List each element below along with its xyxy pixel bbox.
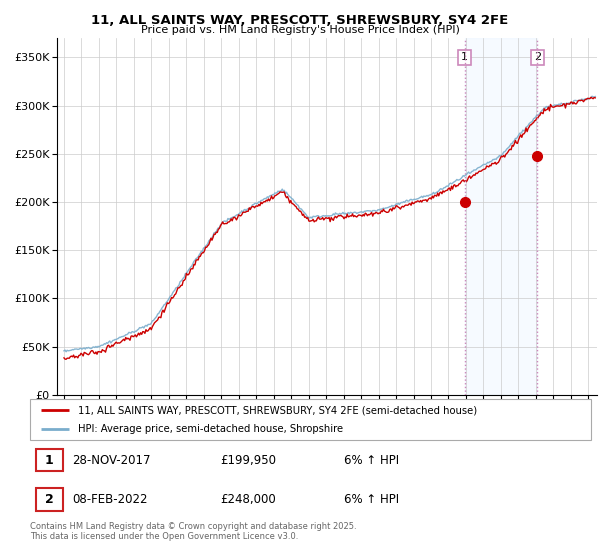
Bar [464,38,537,395]
Bar [35,449,62,472]
Text: 11, ALL SAINTS WAY, PRESCOTT, SHREWSBURY, SY4 2FE: 11, ALL SAINTS WAY, PRESCOTT, SHREWSBURY… [91,14,509,27]
Text: £248,000: £248,000 [221,493,277,506]
Text: 6% ↑ HPI: 6% ↑ HPI [344,454,399,467]
Text: 2: 2 [533,53,541,62]
Text: Price paid vs. HM Land Registry's House Price Index (HPI): Price paid vs. HM Land Registry's House … [140,25,460,35]
Text: 1: 1 [44,454,53,467]
Text: 2: 2 [44,493,53,506]
Text: £199,950: £199,950 [221,454,277,467]
Bar [35,488,62,511]
Text: 6% ↑ HPI: 6% ↑ HPI [344,493,399,506]
Text: 08-FEB-2022: 08-FEB-2022 [72,493,148,506]
Text: 28-NOV-2017: 28-NOV-2017 [72,454,151,467]
Text: 11, ALL SAINTS WAY, PRESCOTT, SHREWSBURY, SY4 2FE (semi-detached house): 11, ALL SAINTS WAY, PRESCOTT, SHREWSBURY… [77,405,477,415]
Text: HPI: Average price, semi-detached house, Shropshire: HPI: Average price, semi-detached house,… [77,424,343,435]
Text: 1: 1 [461,53,468,62]
Text: Contains HM Land Registry data © Crown copyright and database right 2025.
This d: Contains HM Land Registry data © Crown c… [30,522,356,542]
